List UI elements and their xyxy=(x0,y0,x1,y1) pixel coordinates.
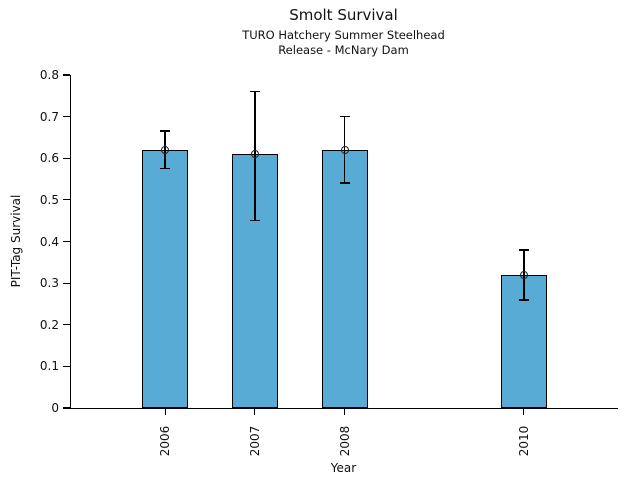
error-bar-cap-bottom xyxy=(339,182,350,184)
y-tick-mark xyxy=(63,324,70,326)
y-tick-mark xyxy=(63,116,70,118)
x-tick-mark xyxy=(523,408,525,415)
x-tick-mark xyxy=(343,408,346,415)
y-tick-label: 0.3 xyxy=(39,276,59,291)
plot-area: 0 0.1 0.2 0.3 0.4 0.5 0.6 0.7 0.8 2006 2007 2008 201… xyxy=(40,69,618,456)
data-point-marker xyxy=(340,145,349,154)
y-tick-mark xyxy=(63,240,70,243)
chart-subtitle-line1: TURO Hatchery Summer Steelhead xyxy=(242,28,445,42)
error-bar-cap-top xyxy=(339,115,350,118)
y-tick-label: 0.1 xyxy=(39,359,59,374)
x-tick-label: 2008 xyxy=(337,425,352,457)
data-point-marker xyxy=(250,150,259,159)
y-tick-mark xyxy=(63,199,70,201)
bar-2007 xyxy=(231,154,278,408)
chart-subtitle-line2: Release - McNary Dam xyxy=(278,43,409,57)
x-tick-label: 2007 xyxy=(247,425,262,457)
error-bar-cap-top xyxy=(518,249,529,251)
y-tick-mark xyxy=(63,365,70,367)
error-bar-cap-bottom xyxy=(518,299,529,301)
y-tick-label: 0.5 xyxy=(39,192,59,207)
x-tick-label: 2006 xyxy=(158,425,173,457)
y-tick-label: 0.7 xyxy=(39,109,59,124)
y-tick-mark xyxy=(63,74,70,76)
data-point-marker xyxy=(161,145,170,154)
error-bar-cap-bottom xyxy=(249,219,260,222)
error-bar-cap-top xyxy=(249,90,260,93)
y-tick-mark xyxy=(63,407,70,409)
y-tick-mark xyxy=(63,282,70,284)
x-tick-mark xyxy=(164,408,166,415)
x-tick-mark xyxy=(254,408,256,415)
x-axis-label: Year xyxy=(330,461,357,475)
y-tick-label: 0.4 xyxy=(39,234,59,249)
error-bar-cap-bottom xyxy=(160,167,171,170)
chart-title: Smolt Survival xyxy=(289,6,398,24)
y-tick-label: 0.6 xyxy=(39,151,59,166)
error-bar-cap-top xyxy=(160,130,171,132)
data-point-marker xyxy=(519,270,528,279)
y-tick-label: 0.8 xyxy=(39,68,59,82)
y-tick-label: 0.2 xyxy=(39,317,59,332)
x-tick-label: 2010 xyxy=(516,425,531,457)
y-tick-label: 0 xyxy=(51,401,59,415)
bar-2008 xyxy=(321,149,368,408)
bar-2006 xyxy=(142,149,189,408)
y-tick-mark xyxy=(63,157,70,159)
